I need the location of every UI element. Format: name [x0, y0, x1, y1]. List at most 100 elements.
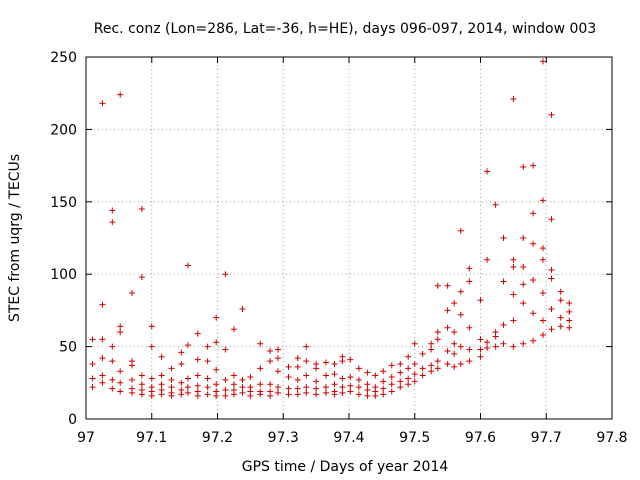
data-point — [520, 164, 527, 171]
data-point — [294, 385, 301, 392]
data-point — [213, 314, 220, 321]
data-point — [257, 381, 264, 388]
data-point — [285, 385, 292, 392]
data-point — [500, 340, 507, 347]
data-point — [548, 326, 555, 333]
data-point — [530, 310, 537, 317]
y-tick-label: 150 — [50, 195, 77, 211]
data-point — [530, 276, 537, 283]
data-point — [444, 324, 451, 331]
data-point — [530, 337, 537, 344]
data-point — [428, 368, 435, 375]
data-point — [168, 365, 175, 372]
data-point — [184, 342, 191, 349]
data-point — [178, 391, 185, 398]
data-point — [213, 339, 220, 346]
data-point — [222, 346, 229, 353]
data-point — [109, 385, 116, 392]
y-tick-label: 0 — [68, 412, 77, 428]
y-tick-label: 100 — [50, 267, 77, 283]
data-point — [566, 308, 573, 315]
data-point — [117, 368, 124, 375]
data-point — [194, 382, 201, 389]
data-point — [148, 392, 155, 399]
data-point — [117, 379, 124, 386]
data-point — [510, 263, 517, 270]
data-point — [339, 358, 346, 365]
data-point — [466, 278, 473, 285]
data-point — [331, 371, 338, 378]
data-point — [184, 384, 191, 391]
data-point — [313, 365, 320, 372]
data-point — [372, 392, 379, 399]
data-point — [520, 263, 527, 270]
data-point — [294, 355, 301, 362]
data-point — [313, 378, 320, 385]
data-point — [444, 282, 451, 289]
data-point — [178, 379, 185, 386]
data-points — [89, 58, 573, 399]
data-point — [355, 384, 362, 391]
data-point — [566, 300, 573, 307]
data-point — [99, 301, 106, 308]
x-axis-title: GPS time / Days of year 2014 — [242, 459, 449, 475]
data-point — [222, 392, 229, 399]
data-point — [213, 381, 220, 388]
data-point — [99, 336, 106, 343]
data-point — [138, 381, 145, 388]
x-tick-label: 97.4 — [333, 430, 364, 446]
data-point — [380, 391, 387, 398]
data-point — [364, 392, 371, 399]
grid — [86, 57, 612, 419]
data-point — [148, 343, 155, 350]
data-point — [138, 206, 145, 213]
data-point — [347, 388, 354, 395]
data-point — [331, 391, 338, 398]
data-point — [530, 162, 537, 169]
data-point — [204, 391, 211, 398]
data-point — [239, 376, 246, 383]
data-point — [355, 365, 362, 372]
data-point — [484, 339, 491, 346]
x-tick-label: 97.6 — [465, 430, 496, 446]
data-point — [434, 329, 441, 336]
data-point — [457, 227, 464, 234]
data-point — [274, 368, 281, 375]
data-point — [364, 387, 371, 394]
data-point — [347, 382, 354, 389]
data-point — [539, 197, 546, 204]
data-point — [117, 323, 124, 330]
data-point — [194, 392, 201, 399]
data-point — [477, 353, 484, 360]
data-point — [457, 288, 464, 295]
data-point — [500, 321, 507, 328]
data-point — [510, 256, 517, 263]
data-point — [557, 288, 564, 295]
axis-ticks: 97 97.1 97.2 97.3 97.4 97.5 97.6 97.7 97.8 0 50 100… — [50, 50, 627, 446]
data-point — [510, 343, 517, 350]
data-point — [419, 365, 426, 372]
data-point — [285, 363, 292, 370]
data-point — [129, 376, 136, 383]
x-tick-label: 97.7 — [531, 430, 562, 446]
data-point — [331, 360, 338, 367]
data-point — [411, 371, 418, 378]
data-point — [194, 372, 201, 379]
x-tick-label: 97.8 — [596, 430, 627, 446]
data-point — [451, 340, 458, 347]
data-point — [303, 384, 310, 391]
data-point — [204, 358, 211, 365]
data-point — [444, 347, 451, 354]
data-point — [397, 378, 404, 385]
data-point — [364, 369, 371, 376]
data-point — [434, 358, 441, 365]
data-point — [331, 381, 338, 388]
data-point — [89, 384, 96, 391]
x-tick-label: 97.2 — [202, 430, 233, 446]
data-point — [148, 375, 155, 382]
data-point — [339, 384, 346, 391]
data-point — [109, 376, 116, 383]
data-point — [294, 363, 301, 370]
data-point — [484, 256, 491, 263]
